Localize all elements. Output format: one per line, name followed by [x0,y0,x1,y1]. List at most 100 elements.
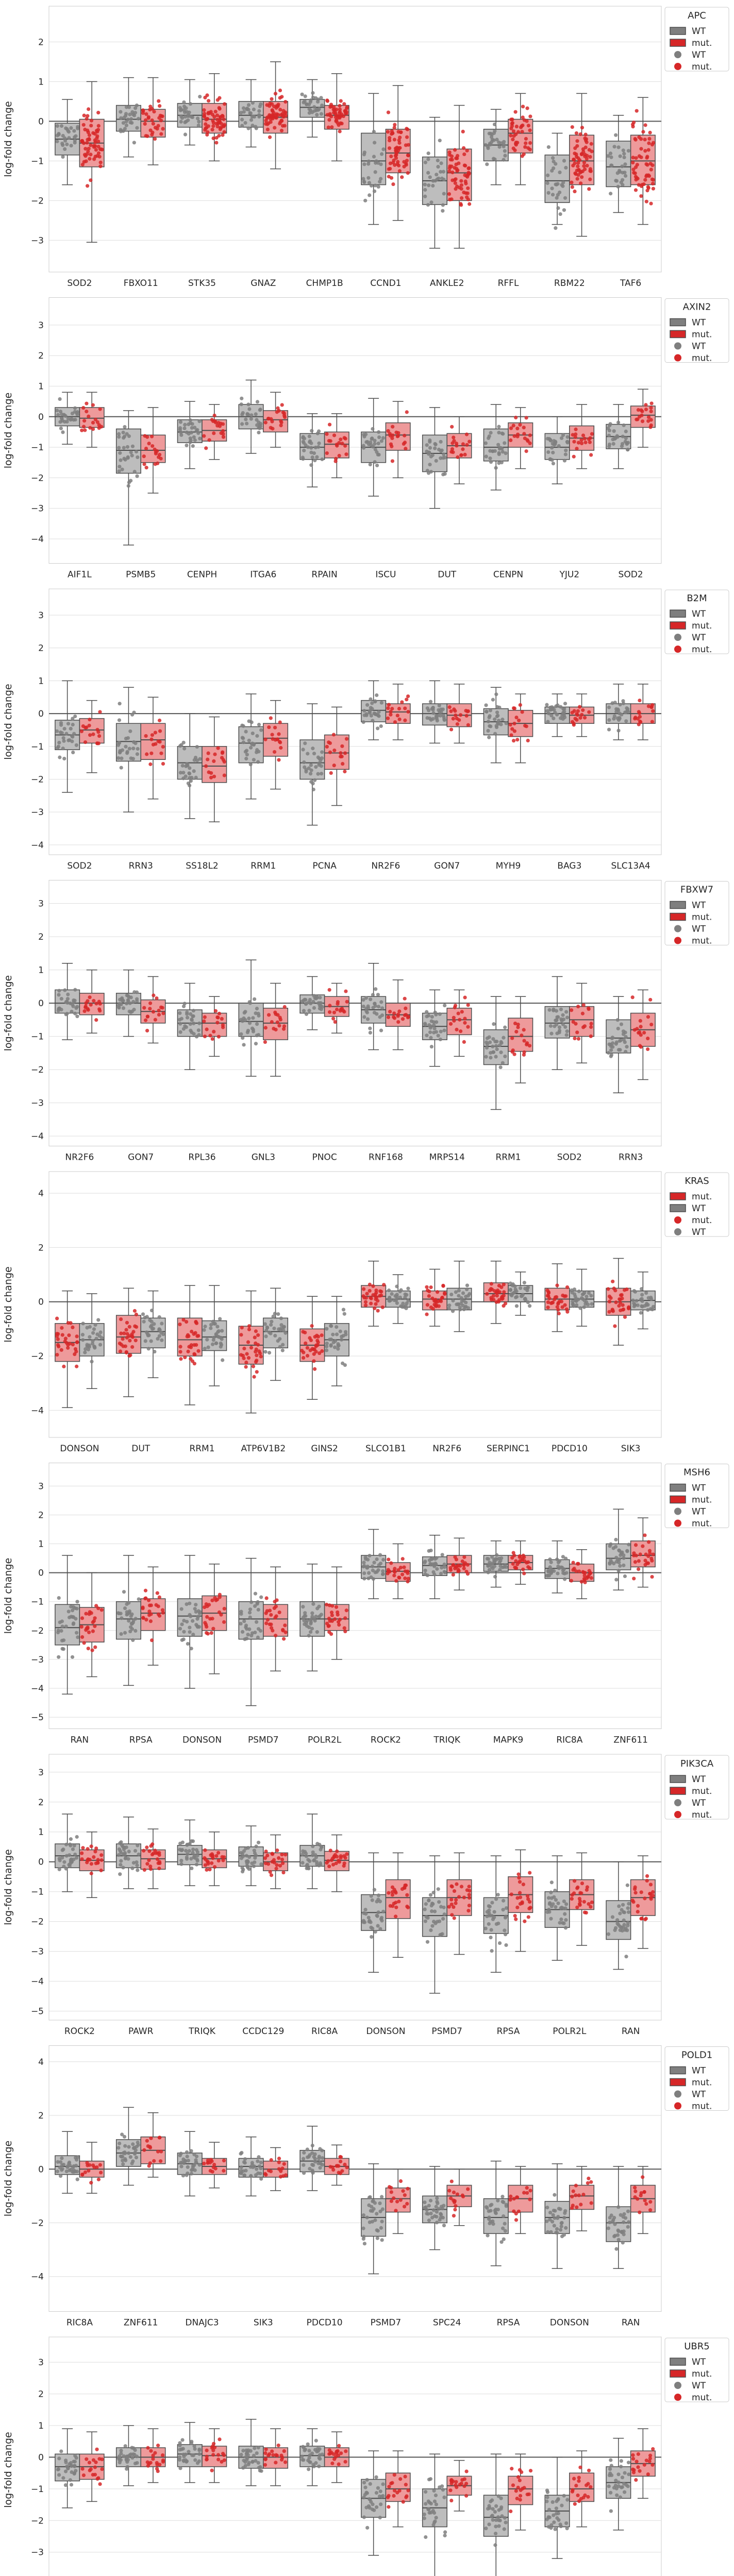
data-point [129,1614,133,1618]
data-point [466,166,471,171]
data-point [580,713,584,717]
data-point [528,114,532,118]
data-point [403,1569,407,1573]
data-point [344,989,348,993]
data-point [73,417,77,422]
data-point [81,724,85,728]
data-point [62,1860,66,1864]
data-point [638,1019,642,1023]
data-point [220,1329,224,1333]
data-point [649,418,653,422]
data-point [366,1571,371,1575]
data-point [608,1562,612,1566]
data-point [211,124,215,128]
data-point [393,720,397,724]
data-point [309,768,313,772]
box-mut-aif1l [79,392,105,448]
data-point [381,1557,386,1562]
data-point [205,1615,209,1619]
data-point [514,140,518,145]
data-point [220,1337,224,1341]
y-tick-label: −2 [31,1626,44,1636]
data-point [71,717,75,721]
data-point [607,727,611,732]
data-point [251,1016,255,1020]
data-point [423,1907,427,1911]
box-mut-iscu [385,401,411,479]
data-point [183,132,188,137]
data-point [551,450,555,455]
data-point [244,1846,248,1851]
data-point [221,1858,225,1862]
data-point [180,764,185,768]
data-point [403,1576,407,1581]
y-tick-label: −3 [31,504,44,514]
box-mut-rrn3 [140,697,166,800]
data-point [386,110,391,114]
data-point [84,1628,88,1632]
data-point [565,1015,570,1020]
data-point [442,1905,446,1909]
data-point [405,135,409,139]
data-point [377,714,381,718]
data-point [329,1611,334,1615]
data-point [611,442,615,446]
data-point [617,1304,621,1308]
data-point [94,148,98,152]
data-point [485,162,489,166]
data-point [423,188,427,192]
data-point [124,1845,128,1850]
data-point [257,113,261,118]
data-point [179,1862,184,1866]
x-tick-label: NR2F6 [371,861,400,871]
data-point [157,452,162,457]
x-tick-label: YJU2 [559,570,579,580]
data-point [488,1563,492,1567]
data-point [376,1568,380,1572]
data-point [119,1862,123,1867]
data-point [243,121,247,125]
data-point [651,1552,655,1556]
data-point [194,1609,198,1614]
data-point [190,1866,194,1871]
y-axis-label: log-fold change [3,393,14,468]
data-point [94,1861,98,1866]
data-point [86,1347,91,1351]
data-point [400,700,404,704]
data-point [429,1557,433,1561]
data-point [245,1030,249,1035]
y-axis-label: log-fold change [3,975,14,1051]
data-point [266,1013,271,1017]
data-point [178,1323,182,1327]
data-point [141,108,145,112]
data-point [579,441,584,446]
data-point [369,997,373,1002]
box-mut-pcna [324,706,349,806]
data-point [390,1890,394,1894]
data-point [556,703,560,707]
data-point [611,1546,615,1550]
data-point [72,999,76,1004]
data-point [572,709,576,713]
data-point [503,441,507,445]
data-point [194,1343,198,1347]
data-point [583,440,588,445]
data-point [574,432,578,436]
data-point [189,1647,193,1651]
data-point [465,148,469,152]
data-point [575,177,579,181]
data-point [361,177,365,181]
data-point [643,138,647,142]
data-point [452,439,456,443]
data-point [178,1011,182,1015]
data-point [622,1556,626,1560]
data-point [552,443,556,447]
data-point [216,1858,221,1863]
data-point [255,418,259,422]
data-point [459,1296,463,1300]
data-point [212,1029,216,1034]
data-point [97,1334,102,1338]
data-point [549,707,553,711]
data-point [122,456,126,461]
plot-frame [48,6,662,273]
